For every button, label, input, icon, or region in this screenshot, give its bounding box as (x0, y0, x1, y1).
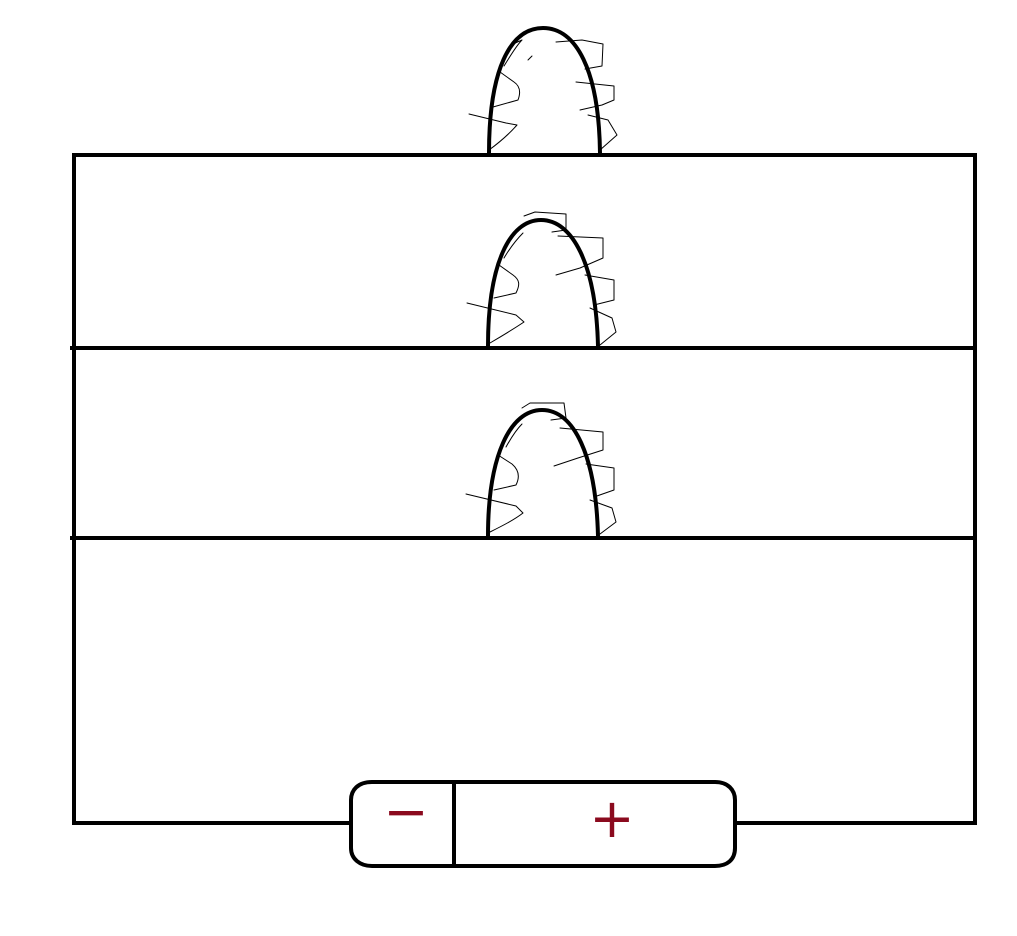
bulb-middle (466, 211, 617, 348)
negative-terminal-label: − (383, 780, 428, 843)
bulb-top (468, 25, 618, 155)
positive-terminal-label: + (589, 787, 634, 850)
heat-lines-bottom (465, 402, 617, 535)
heat-lines-top (468, 39, 618, 151)
battery: − + (349, 780, 737, 868)
filament-bottom (486, 407, 600, 538)
filament-middle (486, 217, 600, 348)
heat-lines-middle (466, 211, 617, 346)
filament-top (487, 25, 602, 155)
bulb-bottom (465, 402, 617, 538)
battery-body (349, 780, 737, 868)
circuit-wires (70, 153, 977, 825)
